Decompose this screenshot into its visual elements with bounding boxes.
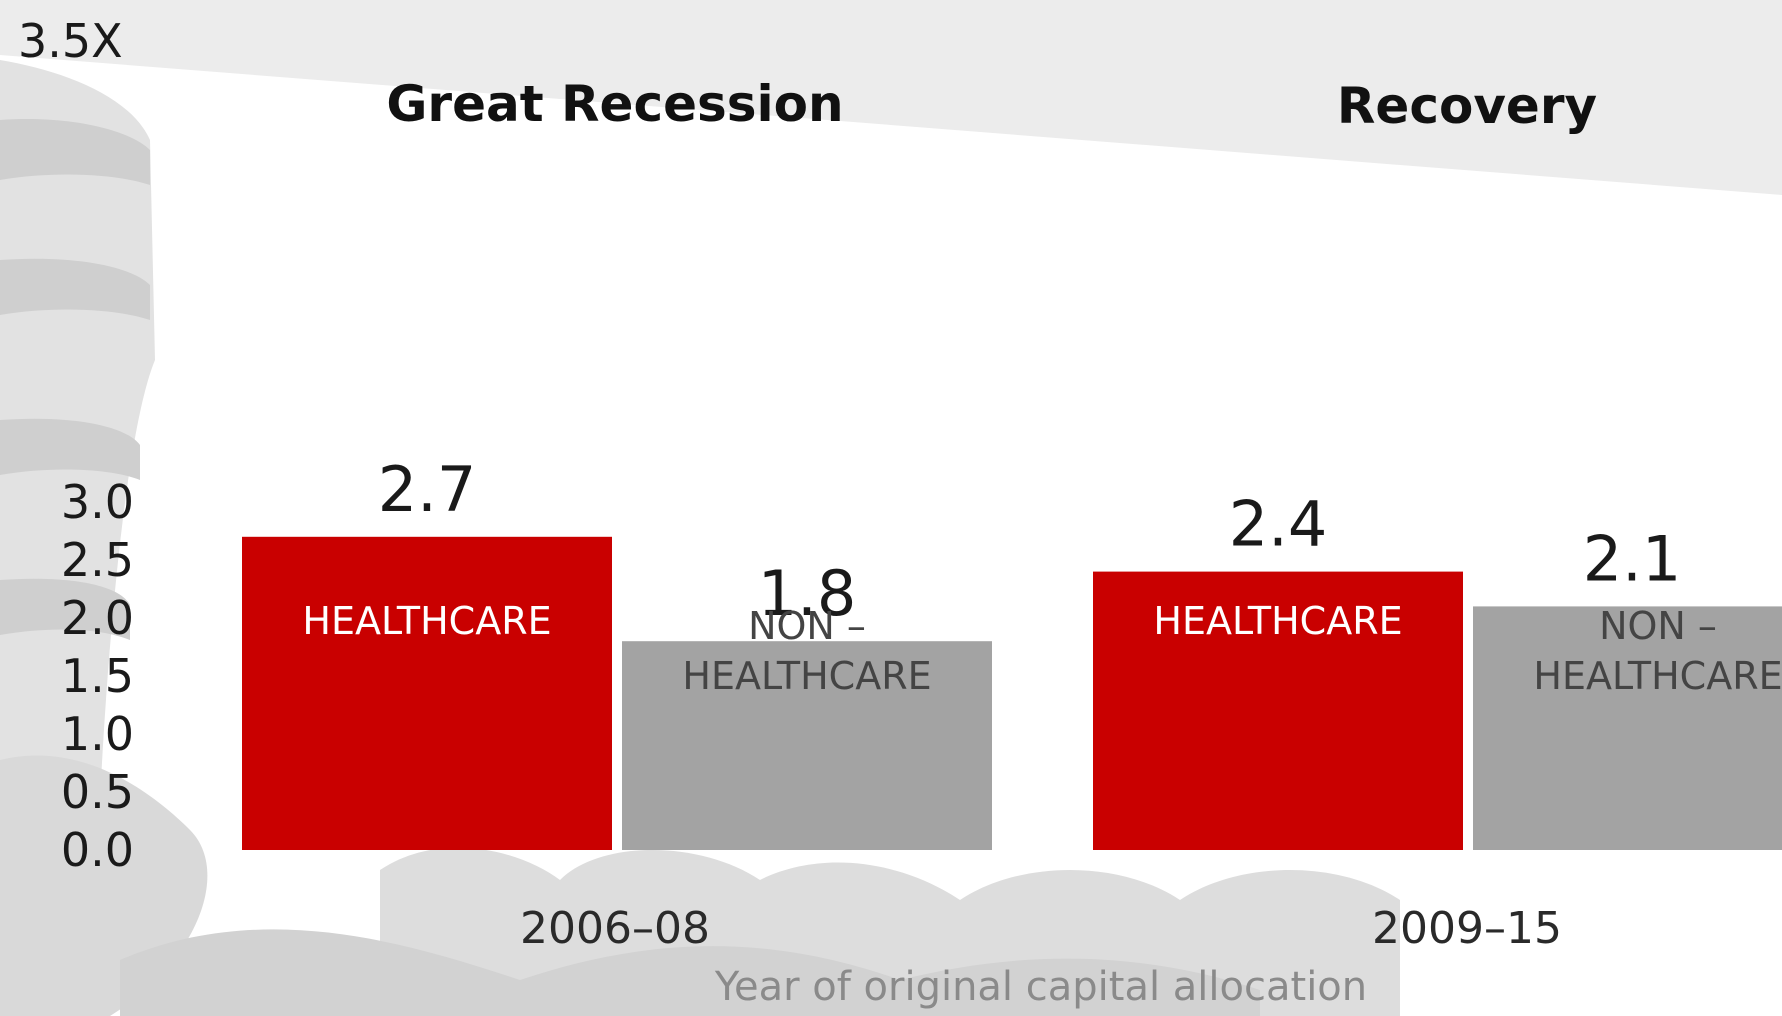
group-title: Recovery: [1337, 77, 1597, 135]
bar-category-label-line: NON –: [748, 604, 866, 648]
bar-category-label-line: HEALTHCARE: [1533, 654, 1782, 698]
bar-category-label-line: HEALTHCARE: [682, 654, 931, 698]
bar-group-great-recession: Great Recession 2.7 HEALTHCARE 1.8 NON –…: [242, 75, 992, 954]
bar-value-label: 2.4: [1229, 488, 1328, 561]
bar-healthcare: [242, 536, 612, 850]
bar-group-recovery: Recovery 2.4 HEALTHCARE 2.1 NON – HEALTHC…: [1093, 77, 1782, 954]
y-axis: 3.5X 3.0 2.5 2.0 1.5 1.0 0.5 0.0: [18, 14, 134, 877]
period-label: 2009–15: [1372, 903, 1562, 954]
period-label: 2006–08: [520, 903, 710, 954]
y-tick-label: 3.0: [61, 475, 134, 529]
y-tick-label: 2.5: [61, 533, 134, 587]
y-tick-label: 1.5: [61, 649, 134, 703]
y-tick-label: 0.5: [61, 765, 134, 819]
x-axis-caption: Year of original capital allocation: [714, 964, 1367, 1010]
bar-category-label-line: NON –: [1599, 604, 1717, 648]
bar-non-healthcare: [622, 641, 992, 850]
bar-value-label: 2.1: [1583, 522, 1682, 595]
y-tick-label: 3.5X: [18, 14, 123, 68]
group-title: Great Recession: [386, 75, 843, 133]
y-tick-label: 2.0: [61, 591, 134, 645]
bar-category-label: HEALTHCARE: [1153, 599, 1402, 643]
bar-value-label: 1.8: [758, 557, 857, 630]
bar-value-label: 2.7: [378, 453, 477, 526]
y-tick-label: 1.0: [61, 707, 134, 761]
y-tick-label: 0.0: [61, 823, 134, 877]
bar-category-label: HEALTHCARE: [302, 599, 551, 643]
bar-non-healthcare: [1473, 606, 1782, 850]
bar-category-label: NON – HEALTHCARE: [1533, 604, 1782, 698]
bar-healthcare: [1093, 571, 1463, 850]
bar-category-label: NON – HEALTHCARE: [682, 604, 931, 698]
